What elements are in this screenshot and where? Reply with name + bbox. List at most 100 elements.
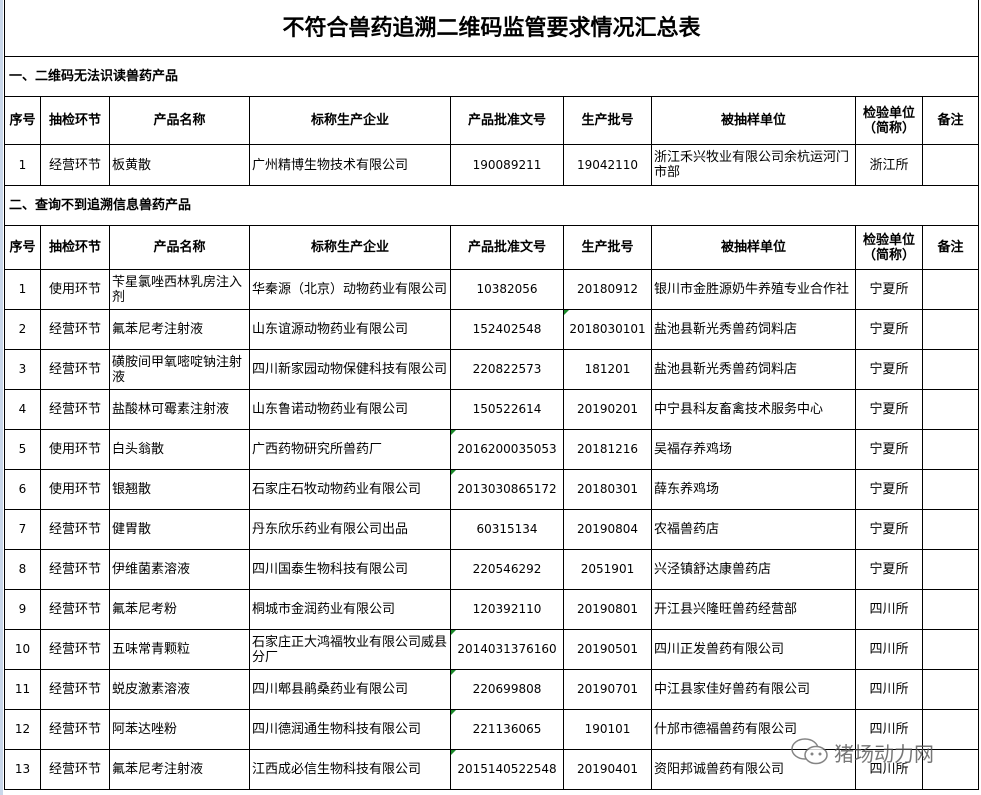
- cell-approval-number[interactable]: 220822573: [450, 349, 564, 390]
- cell-product-name[interactable]: 磺胺间甲氧嘧啶钠注射液: [109, 349, 250, 390]
- cell-sampling-stage[interactable]: 经营环节: [40, 144, 110, 186]
- cell-remarks[interactable]: [921, 509, 980, 550]
- cell-remarks[interactable]: [921, 589, 980, 630]
- cell-manufacturer[interactable]: 山东鲁诺动物药业有限公司: [249, 389, 451, 430]
- cell-remarks[interactable]: [921, 709, 980, 750]
- cell-row-number[interactable]: 13: [4, 749, 41, 790]
- cell-row-number[interactable]: 9: [4, 589, 41, 630]
- cell-batch-number[interactable]: 20190401: [563, 749, 652, 790]
- cell-manufacturer[interactable]: 丹东欣乐药业有限公司出品: [249, 509, 451, 550]
- cell-sampled-unit[interactable]: 农福兽药店: [651, 509, 856, 550]
- cell-remarks[interactable]: [921, 269, 980, 310]
- cell-sampled-unit[interactable]: 银川市金胜源奶牛养殖专业合作社: [651, 269, 856, 310]
- cell-product-name[interactable]: 蜕皮激素溶液: [109, 669, 250, 710]
- cell-batch-number[interactable]: 20190501: [563, 629, 652, 670]
- cell-manufacturer[interactable]: 石家庄石牧动物药业有限公司: [249, 469, 451, 510]
- cell-testing-lab[interactable]: 宁夏所: [855, 309, 923, 350]
- cell-approval-number[interactable]: 190089211: [450, 144, 564, 186]
- cell-sampling-stage[interactable]: 经营环节: [40, 589, 110, 630]
- cell-row-number[interactable]: 4: [4, 389, 41, 430]
- cell-sampling-stage[interactable]: 经营环节: [40, 309, 110, 350]
- cell-batch-number[interactable]: 2018030101: [563, 309, 652, 350]
- cell-row-number[interactable]: 1: [4, 144, 41, 186]
- cell-batch-number[interactable]: 190101: [563, 709, 652, 750]
- cell-manufacturer[interactable]: 江西成必信生物科技有限公司: [249, 749, 451, 790]
- cell-product-name[interactable]: 五味常青颗粒: [109, 629, 250, 670]
- cell-manufacturer[interactable]: 广西药物研究所兽药厂: [249, 429, 451, 470]
- cell-testing-lab[interactable]: 宁夏所: [855, 509, 923, 550]
- cell-batch-number[interactable]: 181201: [563, 349, 652, 390]
- cell-manufacturer[interactable]: 四川国泰生物科技有限公司: [249, 549, 451, 590]
- cell-sampling-stage[interactable]: 经营环节: [40, 389, 110, 430]
- cell-manufacturer[interactable]: 桐城市金润药业有限公司: [249, 589, 451, 630]
- cell-remarks[interactable]: [921, 389, 980, 430]
- cell-remarks[interactable]: [921, 749, 980, 790]
- cell-approval-number[interactable]: 221136065: [450, 709, 564, 750]
- cell-batch-number[interactable]: 20180301: [563, 469, 652, 510]
- cell-testing-lab[interactable]: 四川所: [855, 749, 923, 790]
- cell-batch-number[interactable]: 20180912: [563, 269, 652, 310]
- cell-sampled-unit[interactable]: 开江县兴隆旺兽药经营部: [651, 589, 856, 630]
- cell-batch-number[interactable]: 20190201: [563, 389, 652, 430]
- cell-sampling-stage[interactable]: 经营环节: [40, 349, 110, 390]
- cell-remarks[interactable]: [921, 669, 980, 710]
- cell-approval-number[interactable]: 220699808: [450, 669, 564, 710]
- cell-testing-lab[interactable]: 宁夏所: [855, 389, 923, 430]
- cell-testing-lab[interactable]: 浙江所: [855, 144, 923, 186]
- cell-approval-number[interactable]: 60315134: [450, 509, 564, 550]
- cell-batch-number[interactable]: 20190801: [563, 589, 652, 630]
- cell-row-number[interactable]: 7: [4, 509, 41, 550]
- cell-manufacturer[interactable]: 华秦源（北京）动物药业有限公司: [249, 269, 451, 310]
- cell-batch-number[interactable]: 20190804: [563, 509, 652, 550]
- cell-approval-number[interactable]: 10382056: [450, 269, 564, 310]
- cell-row-number[interactable]: 6: [4, 469, 41, 510]
- cell-testing-lab[interactable]: 宁夏所: [855, 549, 923, 590]
- cell-approval-number[interactable]: 220546292: [450, 549, 564, 590]
- cell-testing-lab[interactable]: 宁夏所: [855, 469, 923, 510]
- cell-manufacturer[interactable]: 石家庄正大鸿福牧业有限公司威县分厂: [249, 629, 451, 670]
- cell-testing-lab[interactable]: 四川所: [855, 709, 923, 750]
- cell-row-number[interactable]: 1: [4, 269, 41, 310]
- cell-sampling-stage[interactable]: 使用环节: [40, 469, 110, 510]
- cell-approval-number[interactable]: 150522614: [450, 389, 564, 430]
- cell-remarks[interactable]: [921, 144, 980, 186]
- cell-testing-lab[interactable]: 四川所: [855, 669, 923, 710]
- cell-row-number[interactable]: 10: [4, 629, 41, 670]
- cell-remarks[interactable]: [921, 349, 980, 390]
- cell-row-number[interactable]: 11: [4, 669, 41, 710]
- cell-sampling-stage[interactable]: 经营环节: [40, 629, 110, 670]
- cell-sampling-stage[interactable]: 经营环节: [40, 669, 110, 710]
- cell-remarks[interactable]: [921, 629, 980, 670]
- cell-row-number[interactable]: 8: [4, 549, 41, 590]
- cell-testing-lab[interactable]: 四川所: [855, 589, 923, 630]
- cell-product-name[interactable]: 氟苯尼考粉: [109, 589, 250, 630]
- cell-sampled-unit[interactable]: 四川正发兽药有限公司: [651, 629, 856, 670]
- cell-sampled-unit[interactable]: 盐池县靳光秀兽药饲料店: [651, 349, 856, 390]
- cell-product-name[interactable]: 板黄散: [109, 144, 250, 186]
- cell-testing-lab[interactable]: 宁夏所: [855, 349, 923, 390]
- cell-sampled-unit[interactable]: 浙江禾兴牧业有限公司余杭运河门市部: [651, 144, 856, 186]
- cell-sampling-stage[interactable]: 经营环节: [40, 749, 110, 790]
- cell-testing-lab[interactable]: 四川所: [855, 629, 923, 670]
- cell-manufacturer[interactable]: 四川德润通生物科技有限公司: [249, 709, 451, 750]
- cell-testing-lab[interactable]: 宁夏所: [855, 269, 923, 310]
- cell-product-name[interactable]: 盐酸林可霉素注射液: [109, 389, 250, 430]
- cell-remarks[interactable]: [921, 309, 980, 350]
- cell-sampling-stage[interactable]: 经营环节: [40, 509, 110, 550]
- cell-approval-number[interactable]: 2013030865172: [450, 469, 564, 510]
- cell-sampling-stage[interactable]: 经营环节: [40, 549, 110, 590]
- cell-manufacturer[interactable]: 四川新家园动物保健科技有限公司: [249, 349, 451, 390]
- cell-product-name[interactable]: 健胃散: [109, 509, 250, 550]
- cell-product-name[interactable]: 苄星氯唑西林乳房注入剂: [109, 269, 250, 310]
- cell-sampling-stage[interactable]: 使用环节: [40, 429, 110, 470]
- cell-approval-number[interactable]: 2016200035053: [450, 429, 564, 470]
- cell-manufacturer[interactable]: 山东谊源动物药业有限公司: [249, 309, 451, 350]
- cell-product-name[interactable]: 伊维菌素溶液: [109, 549, 250, 590]
- cell-row-number[interactable]: 12: [4, 709, 41, 750]
- cell-sampled-unit[interactable]: 吴福存养鸡场: [651, 429, 856, 470]
- cell-product-name[interactable]: 阿苯达唑粉: [109, 709, 250, 750]
- cell-product-name[interactable]: 银翘散: [109, 469, 250, 510]
- cell-approval-number[interactable]: 152402548: [450, 309, 564, 350]
- cell-batch-number[interactable]: 20181216: [563, 429, 652, 470]
- cell-manufacturer[interactable]: 四川郫县鹃桑药业有限公司: [249, 669, 451, 710]
